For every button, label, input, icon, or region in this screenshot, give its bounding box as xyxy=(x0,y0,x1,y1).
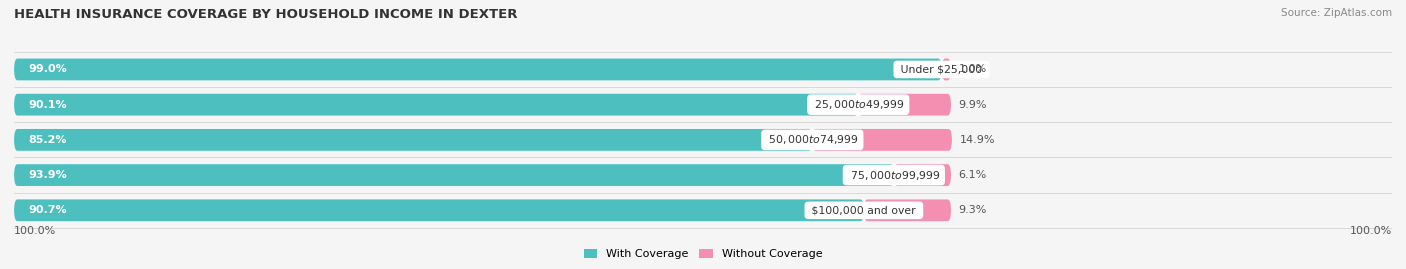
Legend: With Coverage, Without Coverage: With Coverage, Without Coverage xyxy=(579,244,827,263)
FancyBboxPatch shape xyxy=(14,164,894,186)
Text: 93.9%: 93.9% xyxy=(28,170,67,180)
Text: 100.0%: 100.0% xyxy=(14,226,56,236)
Text: HEALTH INSURANCE COVERAGE BY HOUSEHOLD INCOME IN DEXTER: HEALTH INSURANCE COVERAGE BY HOUSEHOLD I… xyxy=(14,8,517,21)
Text: 14.9%: 14.9% xyxy=(959,135,995,145)
Text: 90.1%: 90.1% xyxy=(28,100,66,110)
Text: Under $25,000: Under $25,000 xyxy=(897,65,986,75)
FancyBboxPatch shape xyxy=(14,129,813,151)
FancyBboxPatch shape xyxy=(863,199,950,221)
Text: Source: ZipAtlas.com: Source: ZipAtlas.com xyxy=(1281,8,1392,18)
FancyBboxPatch shape xyxy=(14,94,950,116)
FancyBboxPatch shape xyxy=(813,129,952,151)
Text: 9.3%: 9.3% xyxy=(959,205,987,215)
FancyBboxPatch shape xyxy=(894,164,950,186)
Text: $75,000 to $99,999: $75,000 to $99,999 xyxy=(846,169,941,182)
FancyBboxPatch shape xyxy=(14,59,950,80)
Text: 85.2%: 85.2% xyxy=(28,135,66,145)
FancyBboxPatch shape xyxy=(858,94,950,116)
Text: $25,000 to $49,999: $25,000 to $49,999 xyxy=(811,98,905,111)
FancyBboxPatch shape xyxy=(14,199,863,221)
Text: 99.0%: 99.0% xyxy=(28,65,67,75)
Text: 90.7%: 90.7% xyxy=(28,205,66,215)
FancyBboxPatch shape xyxy=(942,59,950,80)
Text: $50,000 to $74,999: $50,000 to $74,999 xyxy=(765,133,859,146)
FancyBboxPatch shape xyxy=(14,94,858,116)
Text: 1.0%: 1.0% xyxy=(959,65,987,75)
FancyBboxPatch shape xyxy=(14,59,942,80)
FancyBboxPatch shape xyxy=(14,164,950,186)
Text: 9.9%: 9.9% xyxy=(959,100,987,110)
Text: 6.1%: 6.1% xyxy=(959,170,987,180)
FancyBboxPatch shape xyxy=(14,129,952,151)
FancyBboxPatch shape xyxy=(14,199,950,221)
Text: 100.0%: 100.0% xyxy=(1350,226,1392,236)
Text: $100,000 and over: $100,000 and over xyxy=(808,205,920,215)
